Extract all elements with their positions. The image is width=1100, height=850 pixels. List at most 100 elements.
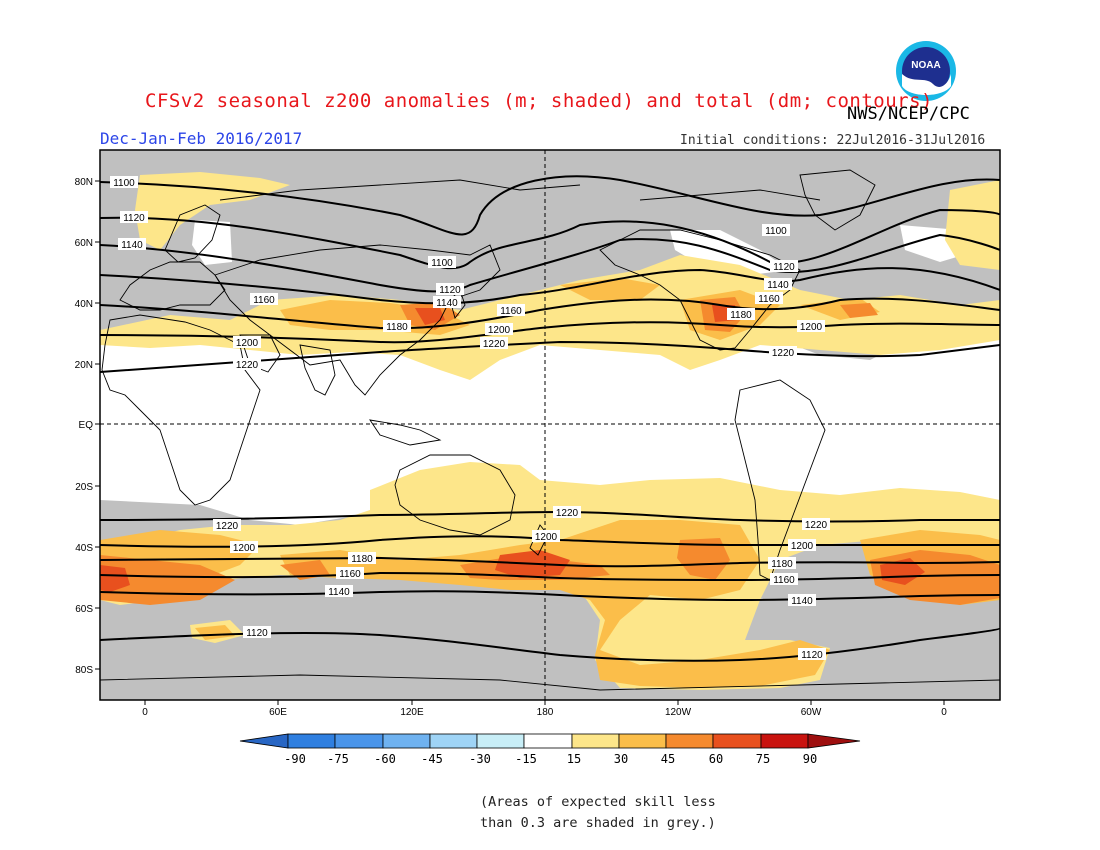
coastlines	[100, 169, 1000, 691]
lat-tick: EQ	[79, 420, 100, 431]
footnote-line: than 0.3 are shaded in grey.)	[480, 815, 716, 831]
contour-label: 1220	[233, 358, 261, 371]
svg-text:180: 180	[537, 707, 554, 718]
lat-axis: 80N 60N 40N 20N EQ 20S 40S 60S 80S	[75, 177, 100, 676]
colorbar-tick: -45	[421, 752, 443, 766]
svg-text:1120: 1120	[801, 650, 823, 661]
colorbar-swatch	[665, 733, 714, 749]
contour-label: 1140	[118, 238, 146, 251]
contour-label: 1220	[213, 519, 241, 532]
colorbar-tick: -15	[515, 752, 537, 766]
lat-tick: 60N	[75, 238, 100, 249]
colorbar-swatch	[476, 733, 525, 749]
contour-label: 1140	[433, 296, 461, 309]
svg-text:20N: 20N	[75, 360, 93, 371]
svg-text:1160: 1160	[500, 306, 522, 317]
lon-tick: 120E	[400, 700, 424, 718]
contour-label: 1100	[428, 256, 456, 269]
colorbar-tick: 45	[661, 752, 675, 766]
svg-text:120E: 120E	[400, 707, 424, 718]
contour-label: 1160	[336, 567, 364, 580]
svg-text:1180: 1180	[730, 310, 752, 321]
svg-text:0: 0	[142, 707, 148, 718]
footnote-line: (Areas of expected skill less	[480, 794, 716, 810]
contour-label: 1160	[250, 293, 278, 306]
map-frame	[99, 149, 1001, 701]
svg-text:1180: 1180	[351, 554, 373, 565]
contour-label: 1120	[436, 283, 464, 296]
contour-label: 1160	[497, 304, 525, 317]
contour-label: 1120	[243, 626, 271, 639]
colorbar-swatch	[571, 733, 620, 749]
svg-text:60W: 60W	[801, 707, 822, 718]
svg-text:EQ: EQ	[79, 420, 94, 431]
contour-label: 1160	[770, 573, 798, 586]
svg-text:20S: 20S	[75, 482, 93, 493]
colorbar-tick: -30	[469, 752, 491, 766]
lon-tick: 60E	[269, 700, 287, 718]
svg-text:1220: 1220	[216, 521, 239, 532]
svg-text:1120: 1120	[439, 285, 461, 296]
svg-text:40N: 40N	[75, 299, 93, 310]
svg-text:120W: 120W	[665, 707, 692, 718]
svg-text:1220: 1220	[556, 508, 579, 519]
svg-text:1200: 1200	[791, 541, 814, 552]
colorbar-tick: 75	[756, 752, 770, 766]
colorbar-tick: -90	[284, 752, 306, 766]
svg-text:1220: 1220	[483, 339, 506, 350]
colorbar-ticks: -90 -75 -60 -45 -30 -15 15 30 45 60 75 9…	[284, 752, 817, 766]
contour-label: 1180	[727, 308, 755, 321]
svg-text:1160: 1160	[339, 569, 361, 580]
svg-text:1100: 1100	[431, 258, 453, 269]
colorbar-arrow-left	[239, 733, 289, 749]
contour-label: 1140	[788, 594, 816, 607]
svg-text:1220: 1220	[805, 520, 828, 531]
lat-tick: 80N	[75, 177, 100, 188]
svg-text:1200: 1200	[488, 325, 511, 336]
colorbar-tick: -75	[327, 752, 349, 766]
svg-text:1140: 1140	[791, 596, 813, 607]
logo-text: NOAA	[911, 60, 940, 71]
height-contours	[100, 175, 1000, 662]
contour-label: 1180	[768, 557, 796, 570]
lon-tick: 120W	[665, 700, 692, 718]
lat-tick: 20S	[75, 482, 100, 493]
colorbar-tick: 60	[709, 752, 723, 766]
lon-axis: 0 60E 120E 180 120W 60W 0	[142, 700, 947, 718]
contour-label: 1100	[762, 224, 790, 237]
colorbar-swatch	[523, 733, 573, 749]
colorbar-swatch	[334, 733, 384, 749]
contour-label: 1200	[797, 320, 825, 333]
svg-text:60S: 60S	[75, 604, 93, 615]
colorbar-swatch	[382, 733, 431, 749]
svg-text:1140: 1140	[436, 298, 458, 309]
colorbar-swatch	[618, 733, 667, 749]
svg-text:1160: 1160	[773, 575, 795, 586]
lat-tick: 20N	[75, 360, 100, 371]
colorbar-swatch	[712, 733, 762, 749]
figure-title: CFSv2 seasonal z200 anomalies (m; shaded…	[145, 90, 933, 112]
svg-text:1200: 1200	[236, 338, 259, 349]
contour-label: 1120	[120, 211, 148, 224]
svg-text:60E: 60E	[269, 707, 287, 718]
svg-text:1220: 1220	[236, 360, 259, 371]
contour-label: 1220	[802, 518, 830, 531]
colorbar-swatch	[429, 733, 478, 749]
season-subtitle: Dec-Jan-Feb 2016/2017	[100, 129, 303, 148]
lat-tick: 40S	[75, 543, 100, 554]
contour-label: 1160	[755, 292, 783, 305]
colorbar-swatch	[760, 733, 809, 749]
svg-text:1180: 1180	[386, 322, 408, 333]
colorbar-tick: -60	[374, 752, 396, 766]
contour-label: 1180	[348, 552, 376, 565]
svg-text:1160: 1160	[253, 295, 275, 306]
colorbar-tick: 15	[567, 752, 581, 766]
svg-text:1220: 1220	[772, 348, 795, 359]
contour-label: 1220	[553, 506, 581, 519]
colorbar-swatch	[287, 733, 336, 749]
contour-labels: 1100 1120 1140 1160 1180 1200 1220 1100 …	[110, 176, 830, 661]
svg-text:1140: 1140	[328, 587, 350, 598]
contour-label: 1140	[764, 278, 792, 291]
svg-text:1140: 1140	[121, 240, 143, 251]
